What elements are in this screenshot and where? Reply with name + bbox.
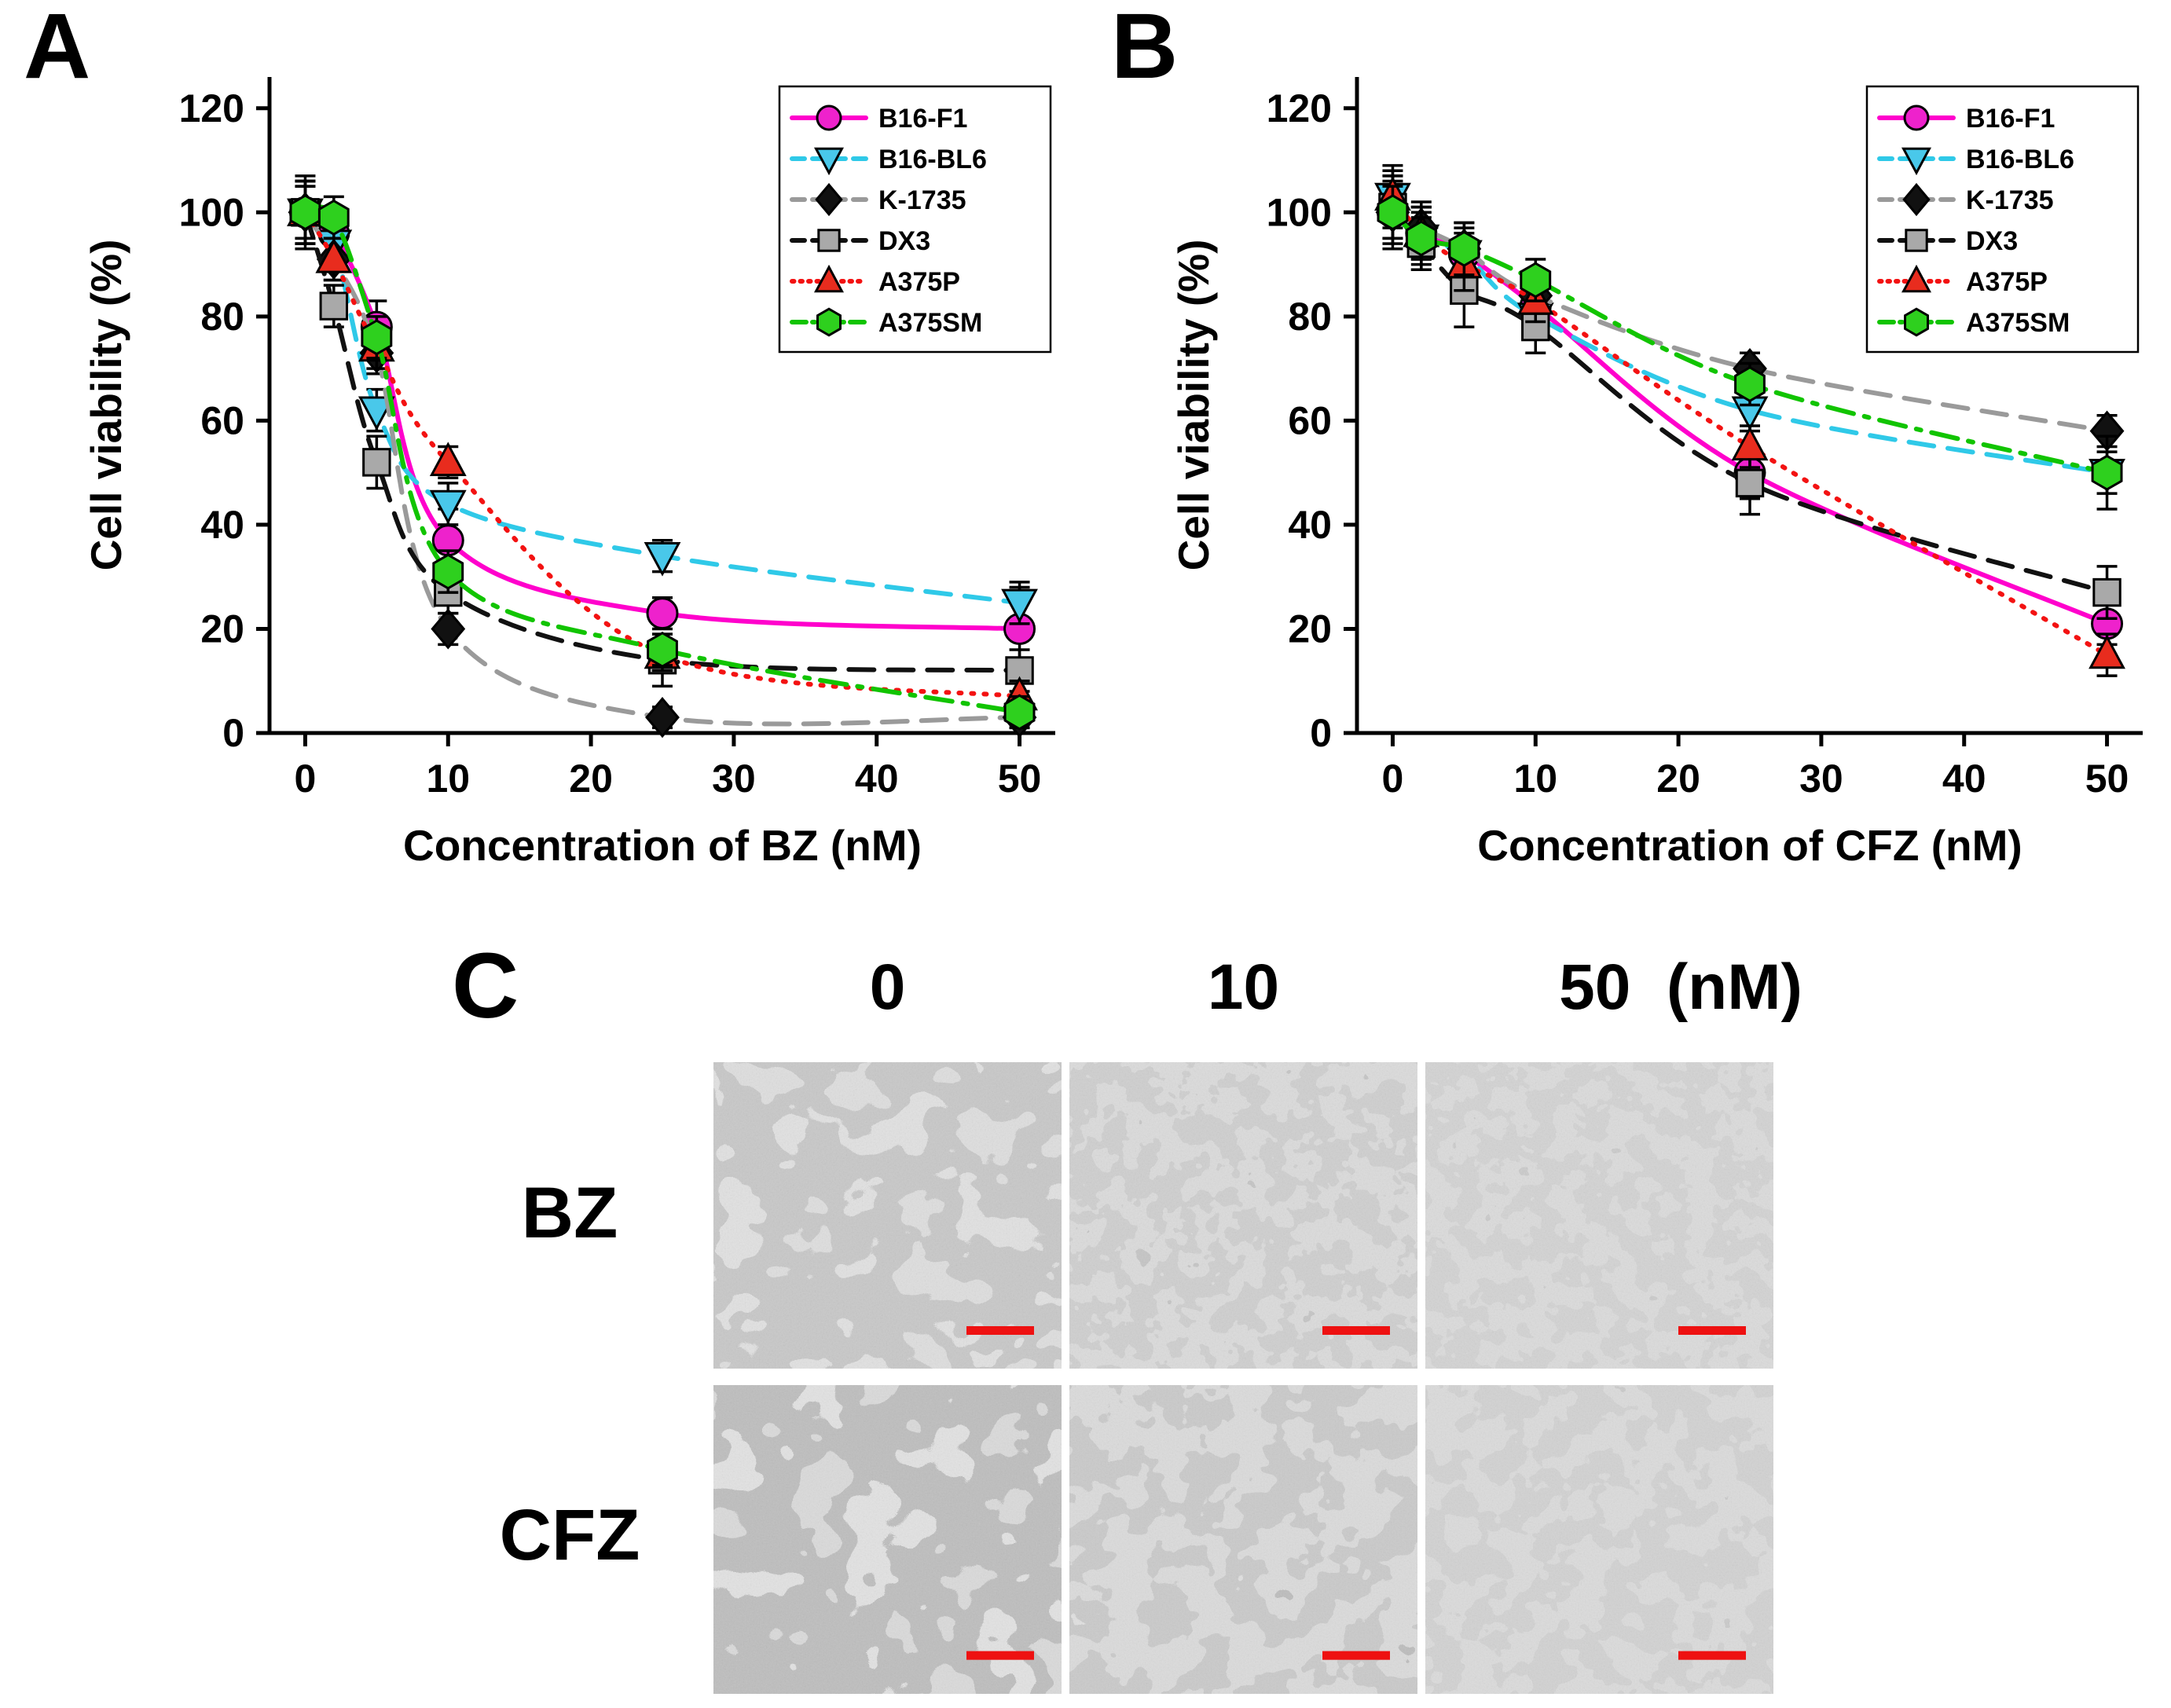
svg-text:20: 20 (1288, 607, 1332, 651)
micrograph-image (1069, 1062, 1417, 1369)
row-label-cfz: CFZ (499, 1495, 640, 1575)
micrograph-image (1069, 1385, 1417, 1694)
axes: 0 10 20 30 40 50 0 20 40 60 80 100 120 Concentration … (1169, 77, 2143, 870)
svg-text:20: 20 (200, 607, 244, 651)
micrograph-bz-10nm (1069, 1062, 1417, 1369)
svg-text:40: 40 (1288, 503, 1332, 547)
svg-text:0: 0 (1310, 711, 1332, 755)
row-label-bz: BZ (521, 1173, 618, 1253)
y-axis-label: Cell viability (%) (82, 240, 130, 571)
legend-label: B16-BL6 (878, 145, 987, 174)
micrograph-image (713, 1062, 1062, 1369)
svg-text:10: 10 (1513, 757, 1557, 801)
dose-column-label-0nm: 0 (869, 951, 906, 1023)
svg-text:100: 100 (179, 190, 244, 234)
svg-text:80: 80 (1288, 295, 1332, 339)
micrograph-image (713, 1385, 1062, 1694)
panel-b-label: B (1111, 0, 1179, 98)
svg-text:100: 100 (1267, 190, 1332, 234)
micrograph-image (1425, 1062, 1773, 1369)
panel-a-label: A (24, 0, 91, 98)
svg-text:120: 120 (1267, 86, 1332, 130)
svg-text:30: 30 (712, 757, 756, 801)
scale-bar (1678, 1651, 1746, 1660)
svg-text:30: 30 (1799, 757, 1843, 801)
svg-text:50: 50 (2085, 757, 2129, 801)
svg-text:10: 10 (426, 757, 470, 801)
legend-label: B16-F1 (1966, 104, 2055, 134)
svg-text:40: 40 (855, 757, 899, 801)
scale-bar (966, 1326, 1034, 1335)
svg-text:120: 120 (179, 86, 244, 130)
panel-b: B 0 10 20 30 40 50 0 20 40 60 80 100 120 Concentratio… (1109, 0, 2171, 916)
micrograph-cfz-0nm (713, 1385, 1062, 1694)
micrograph-bz-0nm (713, 1062, 1062, 1369)
legend-label: B16-F1 (878, 104, 967, 134)
micrograph-cfz-10nm (1069, 1385, 1417, 1694)
legend-label: A375SM (1966, 308, 2070, 338)
legend-label: DX3 (1966, 226, 2018, 256)
series-A375SM (1377, 185, 2123, 511)
legend-label: A375P (1966, 267, 2048, 297)
legend-label: K-1735 (1966, 185, 2054, 215)
svg-text:40: 40 (200, 503, 244, 547)
scale-bar (1678, 1326, 1746, 1335)
svg-text:0: 0 (295, 757, 317, 801)
svg-text:20: 20 (1656, 757, 1700, 801)
chart-cfz: 0 10 20 30 40 50 0 20 40 60 80 100 120 Concentration … (1169, 77, 2143, 870)
svg-text:0: 0 (222, 711, 244, 755)
legend-label: K-1735 (878, 185, 966, 215)
micrograph-bz-50nm (1425, 1062, 1773, 1369)
series-A375SM (289, 185, 1036, 731)
panel-a: A 0 10 20 30 40 50 0 20 40 60 80 100 120 Concentratio… (22, 0, 1095, 916)
svg-text:0: 0 (1382, 757, 1404, 801)
legend: B16-F1 B16-BL6 K-1735 DX3 A375P A375SM (1865, 85, 2140, 354)
x-axis-label: Concentration of CFZ (nM) (1477, 821, 2022, 870)
x-axis-label: Concentration of BZ (nM) (403, 821, 922, 870)
svg-text:20: 20 (569, 757, 613, 801)
legend-label: B16-BL6 (1966, 145, 2074, 174)
svg-text:50: 50 (998, 757, 1042, 801)
legend: B16-F1 B16-BL6 K-1735 DX3 A375P A375SM (778, 85, 1052, 354)
legend-label: A375P (878, 267, 960, 297)
chart-bz: 0 10 20 30 40 50 0 20 40 60 80 100 120 Concentration … (82, 77, 1055, 870)
svg-text:40: 40 (1942, 757, 1986, 801)
scale-bar (966, 1651, 1034, 1660)
micrograph-cfz-50nm (1425, 1385, 1773, 1694)
svg-text:80: 80 (200, 295, 244, 339)
dose-column-label-50nm: 50 (nM) (1559, 951, 1802, 1023)
scale-bar (1322, 1651, 1390, 1660)
micrograph-image (1425, 1385, 1773, 1694)
legend-label: DX3 (878, 226, 930, 256)
scale-bar (1322, 1326, 1390, 1335)
svg-text:60: 60 (200, 398, 244, 442)
axes: 0 10 20 30 40 50 0 20 40 60 80 100 120 Concentration … (82, 77, 1055, 870)
y-axis-label: Cell viability (%) (1169, 240, 1218, 571)
panel-c-label: C (452, 934, 519, 1038)
dose-column-label-10nm: 10 (1207, 951, 1280, 1023)
svg-text:60: 60 (1288, 398, 1332, 442)
legend-label: A375SM (878, 308, 982, 338)
